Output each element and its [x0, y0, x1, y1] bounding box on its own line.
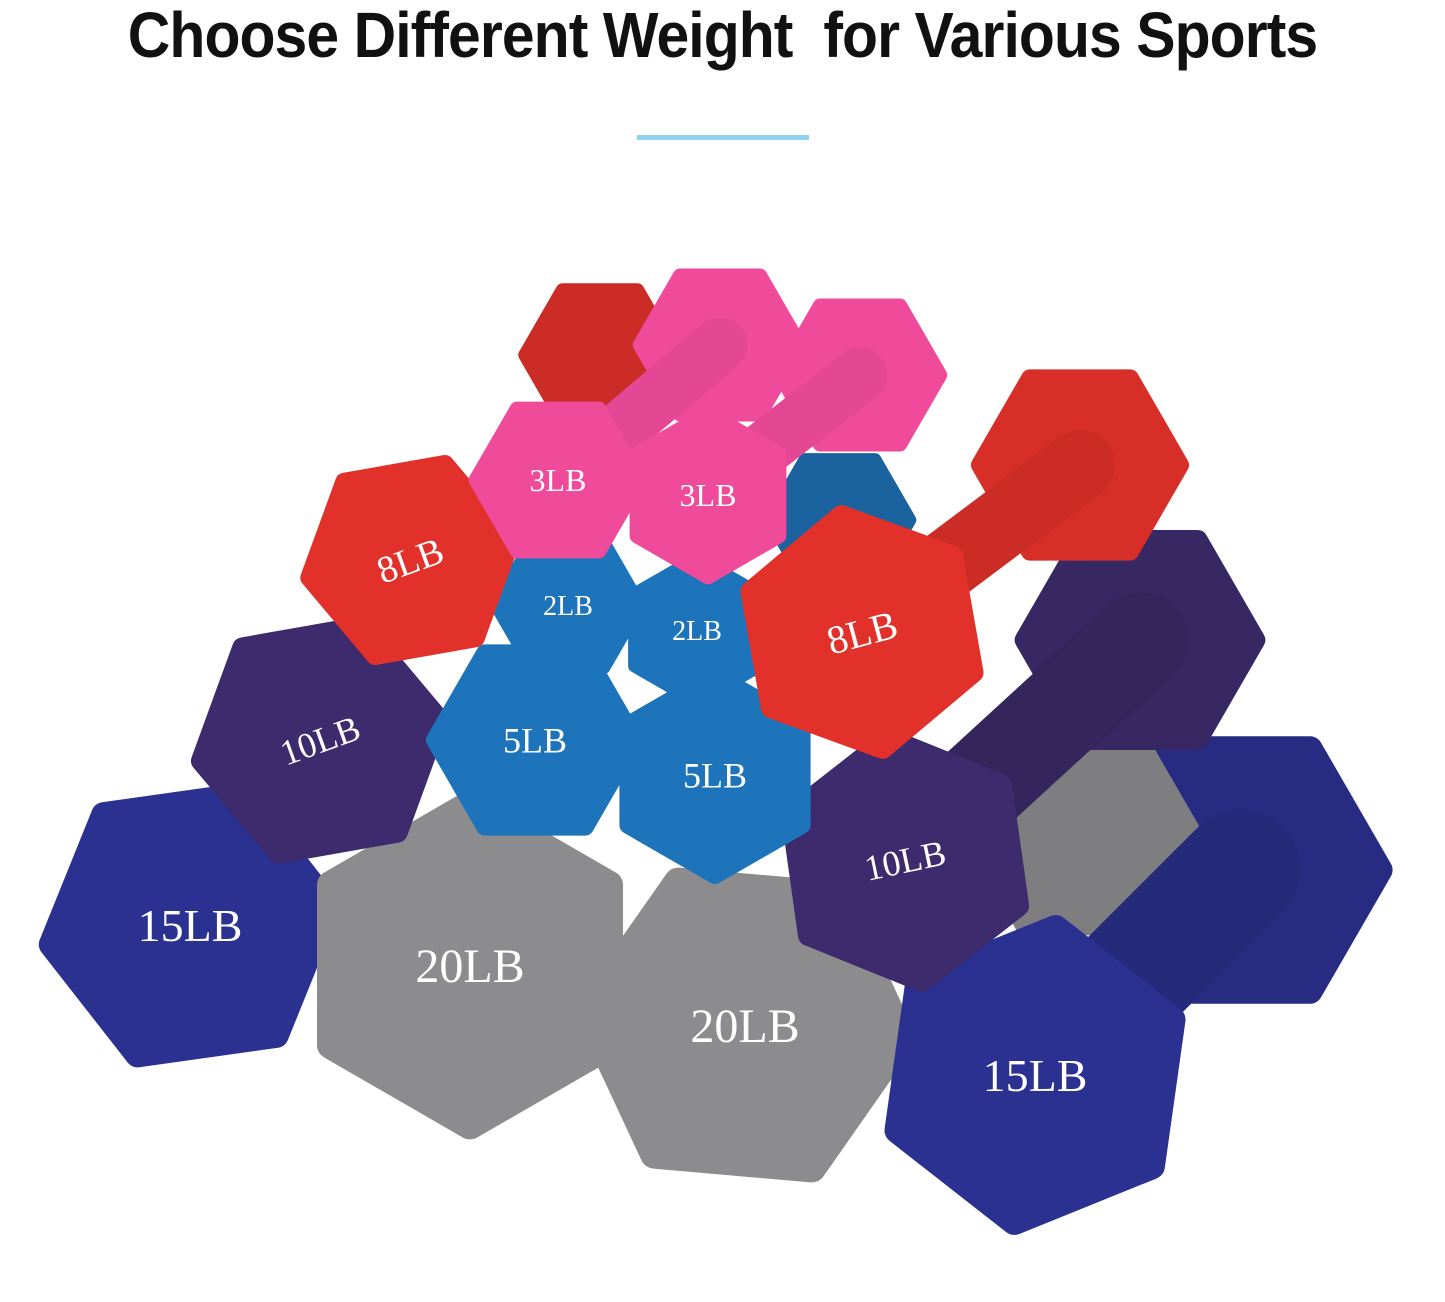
dumbbell-head-3lb — [468, 401, 648, 559]
weight-label: 5LB — [683, 756, 747, 796]
weight-label: 2LB — [672, 616, 722, 647]
weight-label: 15LB — [138, 900, 243, 951]
weight-label: 2LB — [543, 591, 593, 622]
weight-label: 5LB — [503, 721, 567, 761]
weight-label: 20LB — [415, 940, 524, 993]
dumbbell-head-20lb — [316, 790, 623, 1140]
dumbbell-head-8lb — [300, 455, 520, 665]
weight-label: 3LB — [680, 477, 737, 513]
dumbbell-head-8lb — [740, 505, 984, 759]
headline: Choose Different Weight for Various Spor… — [127, 0, 1318, 71]
weight-label: 3LB — [530, 462, 587, 498]
dumbbell-head-3lb — [629, 405, 787, 585]
accent-divider — [637, 135, 809, 140]
weight-label: 20LB — [690, 1000, 799, 1053]
weight-label: 15LB — [983, 1050, 1088, 1101]
